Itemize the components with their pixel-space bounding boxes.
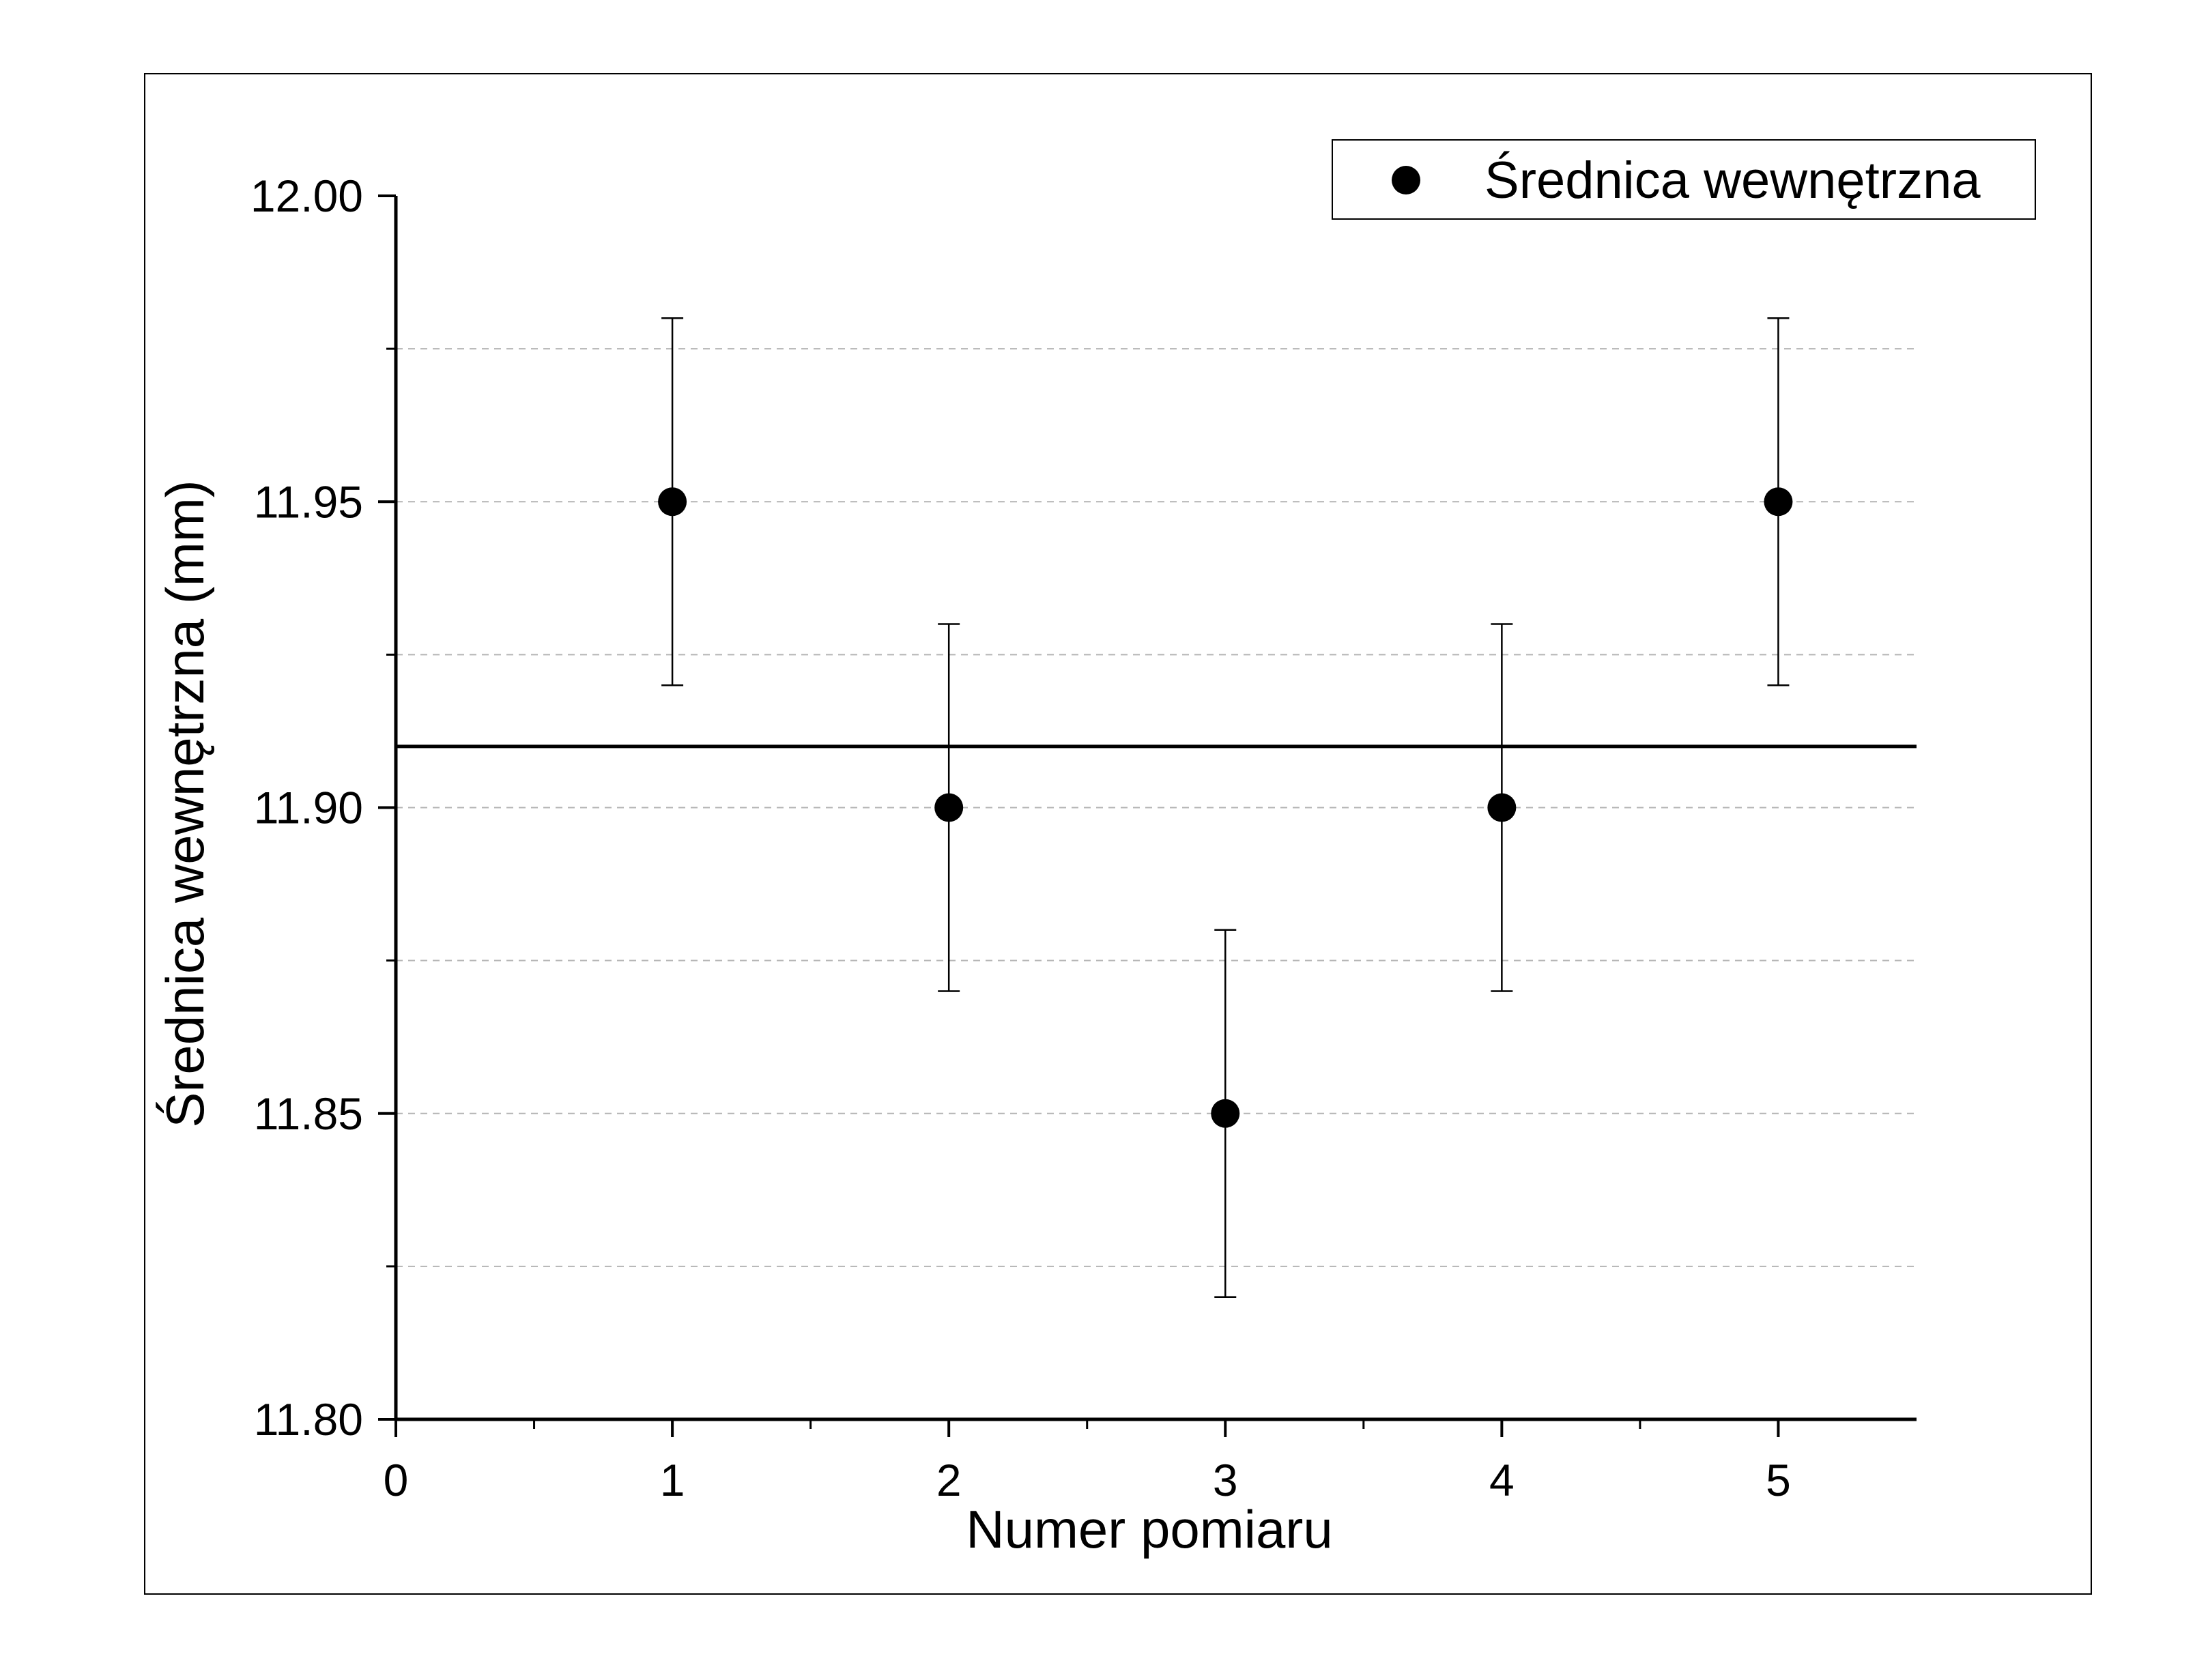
legend-marker [1392, 166, 1420, 194]
x-tick-label: 2 [936, 1455, 962, 1505]
y-tick-label: 11.80 [254, 1394, 363, 1445]
x-tick-label: 4 [1489, 1455, 1515, 1505]
x-axis-label: Numer pomiaru [966, 1499, 1333, 1559]
x-tick-label: 0 [384, 1455, 409, 1505]
y-tick-label: 11.90 [254, 783, 363, 833]
legend-entry: Średnica wewnętrzna [1484, 151, 1981, 209]
ticks: 11.80 11.85 11.90 11.95 12.00 0 1 2 3 4 5 [250, 171, 1791, 1505]
x-tick-label: 3 [1213, 1455, 1238, 1505]
x-tick-label: 1 [660, 1455, 685, 1505]
x-tick-label: 5 [1766, 1455, 1791, 1505]
y-axis-label: Średnica wewnętrzna (mm) [155, 480, 215, 1127]
chart-frame [144, 73, 2092, 1595]
y-tick-label: 11.85 [254, 1088, 363, 1139]
gridlines [396, 348, 1917, 1267]
data-point [1764, 487, 1793, 517]
data-point [934, 793, 964, 822]
y-tick-label: 12.00 [250, 171, 363, 221]
data-point [1487, 793, 1517, 822]
data-point [1211, 1099, 1240, 1128]
legend-box [1332, 139, 2036, 220]
data-points [658, 487, 1793, 1128]
data-point [658, 487, 687, 517]
legend: Średnica wewnętrzna [1332, 139, 2036, 220]
y-tick-label: 11.95 [254, 476, 363, 527]
